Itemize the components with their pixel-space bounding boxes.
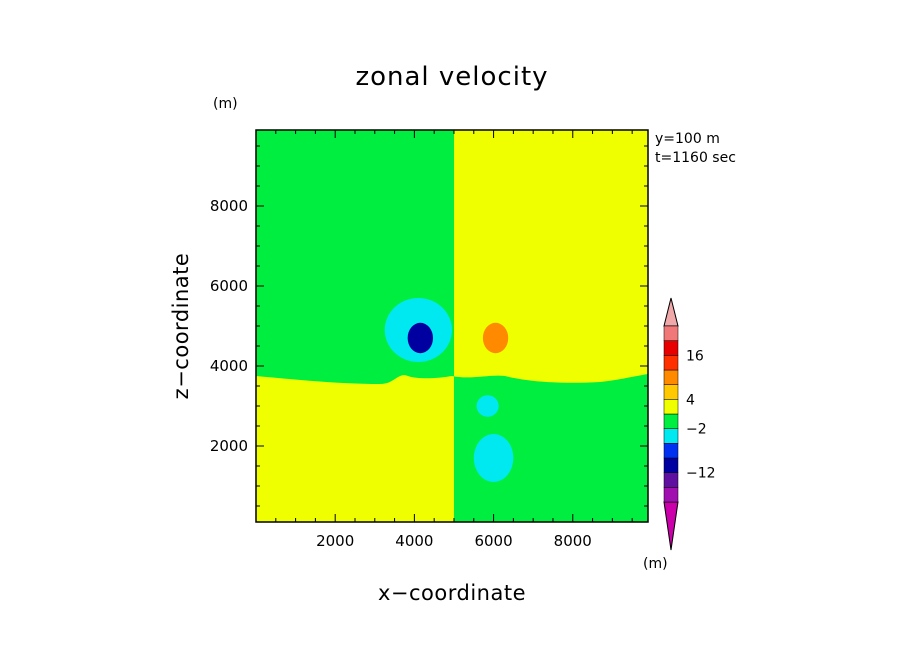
y-tick-label: 4000 — [210, 357, 248, 375]
x-tick-label: 2000 — [316, 532, 354, 550]
colorbar-swatch — [663, 472, 679, 488]
contour-feature-5 — [476, 395, 499, 417]
colorbar-min-arrow — [663, 501, 679, 551]
colorbar-swatch — [663, 443, 679, 459]
y-axis-label: z−coordinate — [169, 253, 193, 400]
x-axis-unit: (m) — [643, 556, 668, 572]
colorbar-swatch — [663, 384, 679, 400]
colorbar-tick-label: −12 — [686, 466, 716, 482]
colorbar-swatch — [663, 399, 679, 415]
colorbar-swatch — [663, 355, 679, 371]
axes: 2000 4000 6000 8000 2000 4000 6000 8000 — [210, 129, 649, 550]
colorbar-swatch — [663, 457, 679, 473]
colorbar-swatch — [663, 428, 679, 444]
colorbar-tick-label: 4 — [686, 392, 695, 408]
colorbar-swatch — [663, 487, 679, 503]
contour-feature-7 — [473, 434, 514, 482]
contour-feature-1 — [407, 322, 433, 354]
contour-feature-6 — [394, 434, 435, 482]
contour-feature-3 — [482, 322, 509, 354]
colorbar-swatch — [663, 340, 679, 356]
y-tick-label: 6000 — [210, 277, 248, 295]
x-tick-label: 6000 — [474, 532, 512, 550]
y-axis-unit: (m) — [213, 96, 238, 112]
colorbar: 16 4 −2 −12 — [663, 297, 716, 551]
x-axis-label: x−coordinate — [378, 581, 526, 605]
contour-feature-4 — [405, 395, 428, 417]
colorbar-tick-label: 16 — [686, 348, 704, 364]
chart-title: zonal velocity — [355, 62, 548, 92]
colorbar-swatch — [663, 369, 679, 385]
colorbar-tick-label: −2 — [686, 422, 707, 438]
annotation-y: y=100 m — [655, 131, 720, 147]
plot-area — [256, 130, 648, 522]
annotation-t: t=1160 sec — [655, 150, 736, 166]
x-tick-label: 4000 — [395, 532, 433, 550]
x-tick-label: 8000 — [554, 532, 592, 550]
colorbar-swatch — [663, 325, 679, 341]
colorbar-swatch — [663, 413, 679, 429]
y-tick-label: 8000 — [210, 197, 248, 215]
colorbar-max-arrow — [663, 297, 679, 327]
y-tick-label: 2000 — [210, 437, 248, 455]
